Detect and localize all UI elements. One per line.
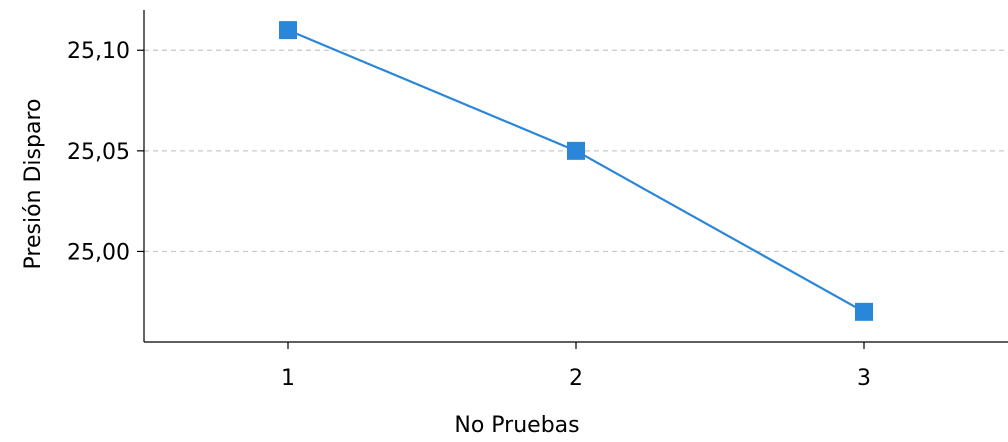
- y-axis-title: Presión Disparo: [21, 99, 46, 270]
- series-layer: [279, 21, 873, 321]
- data-point-marker: [279, 21, 297, 40]
- data-point-marker: [567, 141, 585, 160]
- y-tick-label: 25,05: [67, 140, 130, 165]
- y-tick-label: 25,10: [67, 39, 130, 64]
- labels-layer: No Pruebas Presión Disparo: [21, 99, 580, 438]
- series-line: [287, 29, 865, 313]
- x-tick-label: 1: [281, 366, 295, 391]
- data-point-marker: [855, 302, 873, 321]
- y-tick-label: 25,00: [67, 240, 130, 265]
- x-tick-label: 2: [569, 366, 583, 391]
- x-tick-label: 3: [857, 366, 871, 391]
- axes-layer: 25,00 25,05 25,10 1 2 3: [67, 10, 1008, 391]
- x-axis-title: No Pruebas: [454, 413, 579, 438]
